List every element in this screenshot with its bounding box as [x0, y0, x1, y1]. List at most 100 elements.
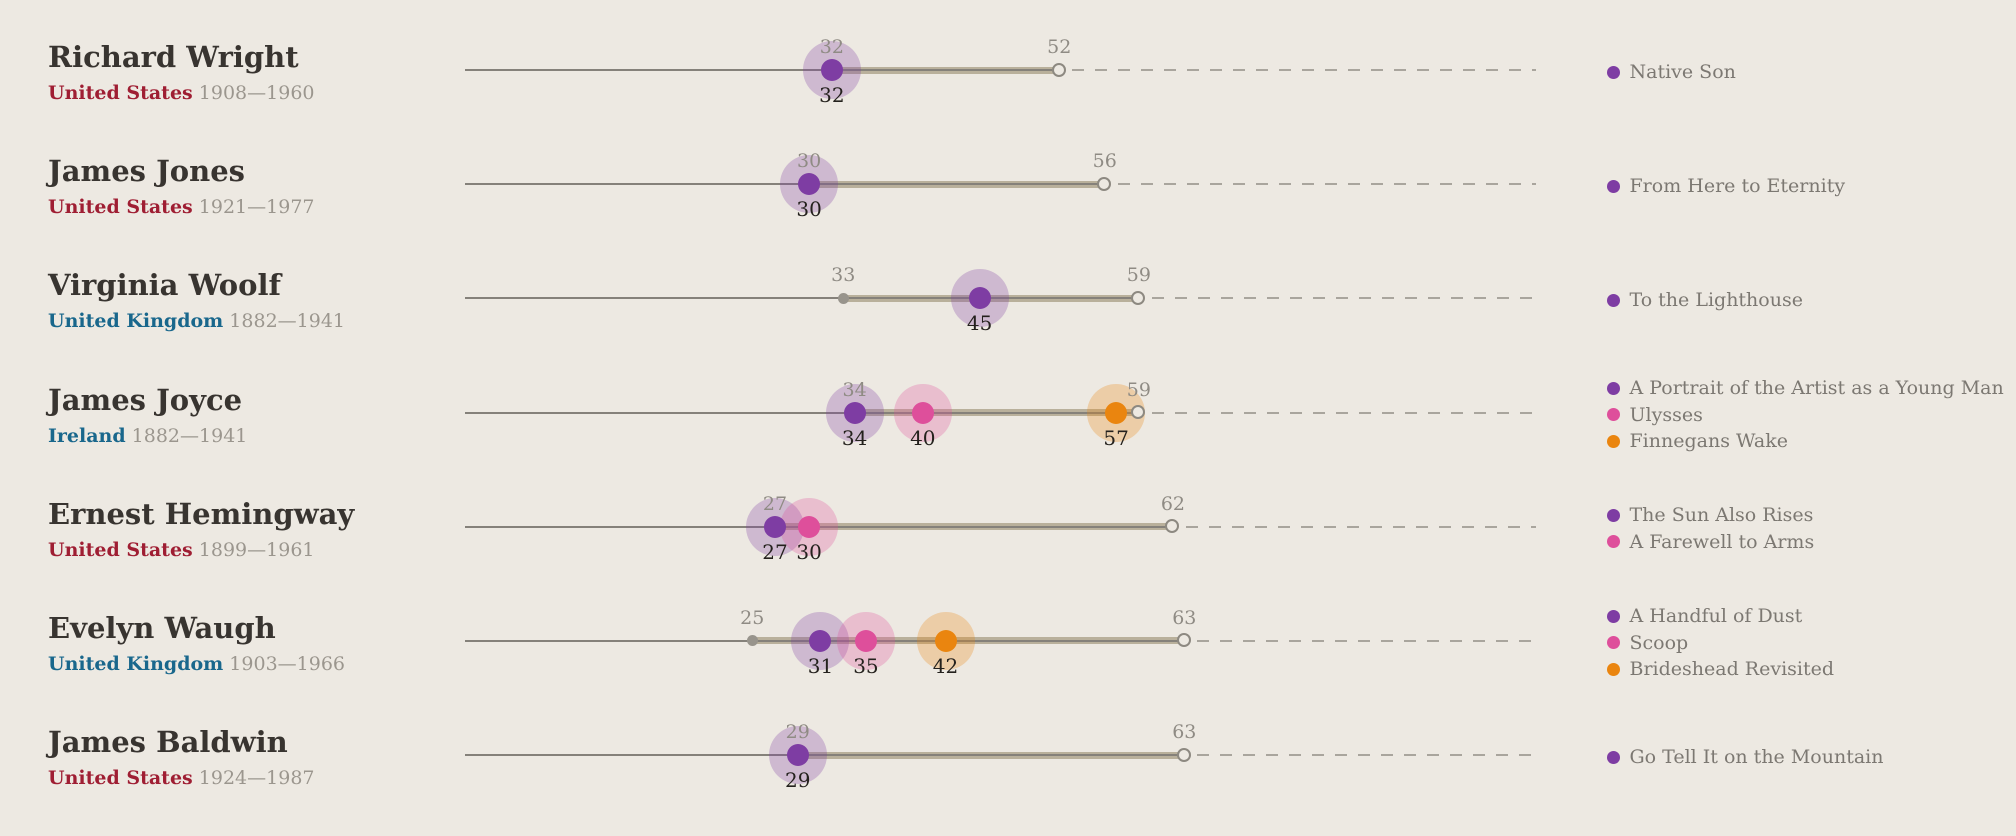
author-name: Richard Wright	[48, 40, 299, 74]
book-age-label: 57	[1103, 425, 1129, 450]
legend-item: A Handful of Dust	[1606, 603, 1802, 629]
book-dot[interactable]	[911, 401, 934, 424]
book-age-label: 27	[762, 539, 788, 564]
legend-book-title: Finnegans Wake	[1629, 430, 1788, 452]
post-death-dashed-line	[1072, 69, 1536, 71]
legend-book-dot	[1606, 636, 1620, 650]
book-dot[interactable]	[809, 629, 832, 652]
author-life-years: 1908—1960	[192, 82, 315, 104]
legend-book-dot	[1606, 381, 1620, 395]
legend-book-dot	[1606, 408, 1620, 421]
death-age-circle	[1097, 176, 1112, 191]
post-death-dashed-line	[1197, 639, 1536, 642]
legend-book-dot	[1606, 662, 1620, 676]
first-book-age-label: 33	[831, 264, 856, 287]
legend-book-title: From Here to Eternity	[1629, 175, 1846, 198]
post-death-dashed-line	[1151, 411, 1536, 414]
author-country: United States	[48, 196, 193, 219]
legend-book-title: A Portrait of the Artist as a Young Man	[1629, 377, 2004, 399]
post-death-dashed-line	[1151, 297, 1536, 300]
book-dot[interactable]	[798, 515, 821, 538]
author-name: Virginia Woolf	[48, 268, 281, 303]
legend-item: The Sun Also Rises	[1606, 502, 1814, 528]
author-life-years: 1899—1961	[192, 538, 315, 561]
legend-book-dot	[1606, 609, 1620, 623]
first-book-dot	[746, 635, 758, 647]
legend-book-dot	[1606, 750, 1620, 764]
legend-item: Native Son	[1606, 59, 1736, 85]
book-age-label: 29	[784, 768, 811, 793]
book-dot[interactable]	[763, 515, 786, 538]
legend-book-dot	[1606, 508, 1620, 522]
author-name: Ernest Hemingway	[48, 496, 355, 531]
life-line	[465, 69, 1060, 71]
book-dot[interactable]	[786, 744, 809, 767]
life-line	[465, 754, 1185, 757]
legend-item: Brideshead Revisited	[1606, 656, 1835, 682]
legend-item: Ulysses	[1606, 402, 1703, 428]
book-age-label: 35	[853, 653, 879, 678]
legend-book-dot	[1606, 179, 1620, 193]
death-age-circle	[1131, 405, 1146, 419]
legend-book-title: To the Lighthouse	[1629, 289, 1803, 312]
author-country: United States	[48, 538, 193, 561]
book-dot[interactable]	[798, 173, 821, 196]
author-name: James Joyce	[48, 382, 243, 417]
legend-book-title: Go Tell It on the Mountain	[1629, 746, 1884, 769]
author-country-years: United Kingdom 1882—1941	[48, 311, 345, 331]
legend-item: A Portrait of the Artist as a Young Man	[1606, 375, 2004, 401]
legend-book-title: The Sun Also Rises	[1629, 504, 1814, 527]
book-age-label: 45	[966, 311, 993, 336]
post-death-dashed-line	[1185, 525, 1536, 528]
author-country: Ireland	[48, 424, 126, 447]
legend-item: A Farewell to Arms	[1606, 529, 1815, 555]
legend-item: Go Tell It on the Mountain	[1606, 744, 1884, 770]
death-age-circle	[1051, 62, 1066, 77]
death-age-label: 59	[1126, 264, 1151, 287]
death-age-circle	[1176, 633, 1191, 648]
author-name: Evelyn Waugh	[48, 610, 276, 645]
author-country-years: United States 1924—1987	[48, 768, 315, 788]
legend-book-title: Brideshead Revisited	[1629, 658, 1835, 681]
author-name: James Baldwin	[48, 725, 288, 760]
first-book-dot	[837, 292, 849, 304]
author-life-years: 1921—1977	[192, 196, 315, 219]
author-country-years: United States 1899—1961	[48, 540, 315, 560]
author-name: James Jones	[48, 154, 245, 189]
book-age-label: 34	[841, 425, 868, 450]
book-dot[interactable]	[1105, 401, 1128, 424]
legend-item: Scoop	[1606, 630, 1688, 656]
life-line	[465, 411, 1139, 414]
first-book-age-label: 29	[785, 721, 810, 744]
author-life-years: 1882—1941	[125, 424, 248, 447]
legend-book-dot	[1606, 65, 1620, 79]
book-dot[interactable]	[968, 287, 991, 310]
legend-item: Finnegans Wake	[1606, 428, 1788, 454]
book-dot[interactable]	[934, 629, 957, 652]
author-country: United States	[48, 767, 193, 790]
author-life-years: 1882—1941	[223, 310, 346, 333]
book-dot[interactable]	[854, 629, 877, 652]
post-death-dashed-line	[1117, 183, 1536, 186]
legend-book-title: A Farewell to Arms	[1629, 530, 1815, 553]
author-country: United Kingdom	[48, 652, 224, 675]
author-country-years: United States 1921—1977	[48, 197, 315, 217]
legend-book-dot	[1606, 535, 1620, 549]
book-age-label: 31	[807, 653, 834, 678]
death-age-label: 63	[1172, 721, 1197, 744]
post-death-dashed-line	[1197, 754, 1536, 757]
book-age-label: 32	[819, 83, 845, 107]
book-dot[interactable]	[843, 401, 866, 424]
death-age-circle	[1176, 747, 1191, 762]
first-book-age-label: 32	[819, 36, 844, 58]
author-country: United States	[48, 82, 193, 104]
death-age-label: 56	[1092, 150, 1117, 173]
legend-book-dot	[1606, 434, 1620, 448]
book-dot[interactable]	[820, 59, 843, 81]
legend-book-title: Native Son	[1629, 61, 1736, 83]
author-life-years: 1924—1987	[192, 767, 315, 790]
life-line	[465, 297, 1139, 300]
death-age-label: 52	[1047, 36, 1072, 58]
author-country-years: Ireland 1882—1941	[48, 426, 247, 446]
